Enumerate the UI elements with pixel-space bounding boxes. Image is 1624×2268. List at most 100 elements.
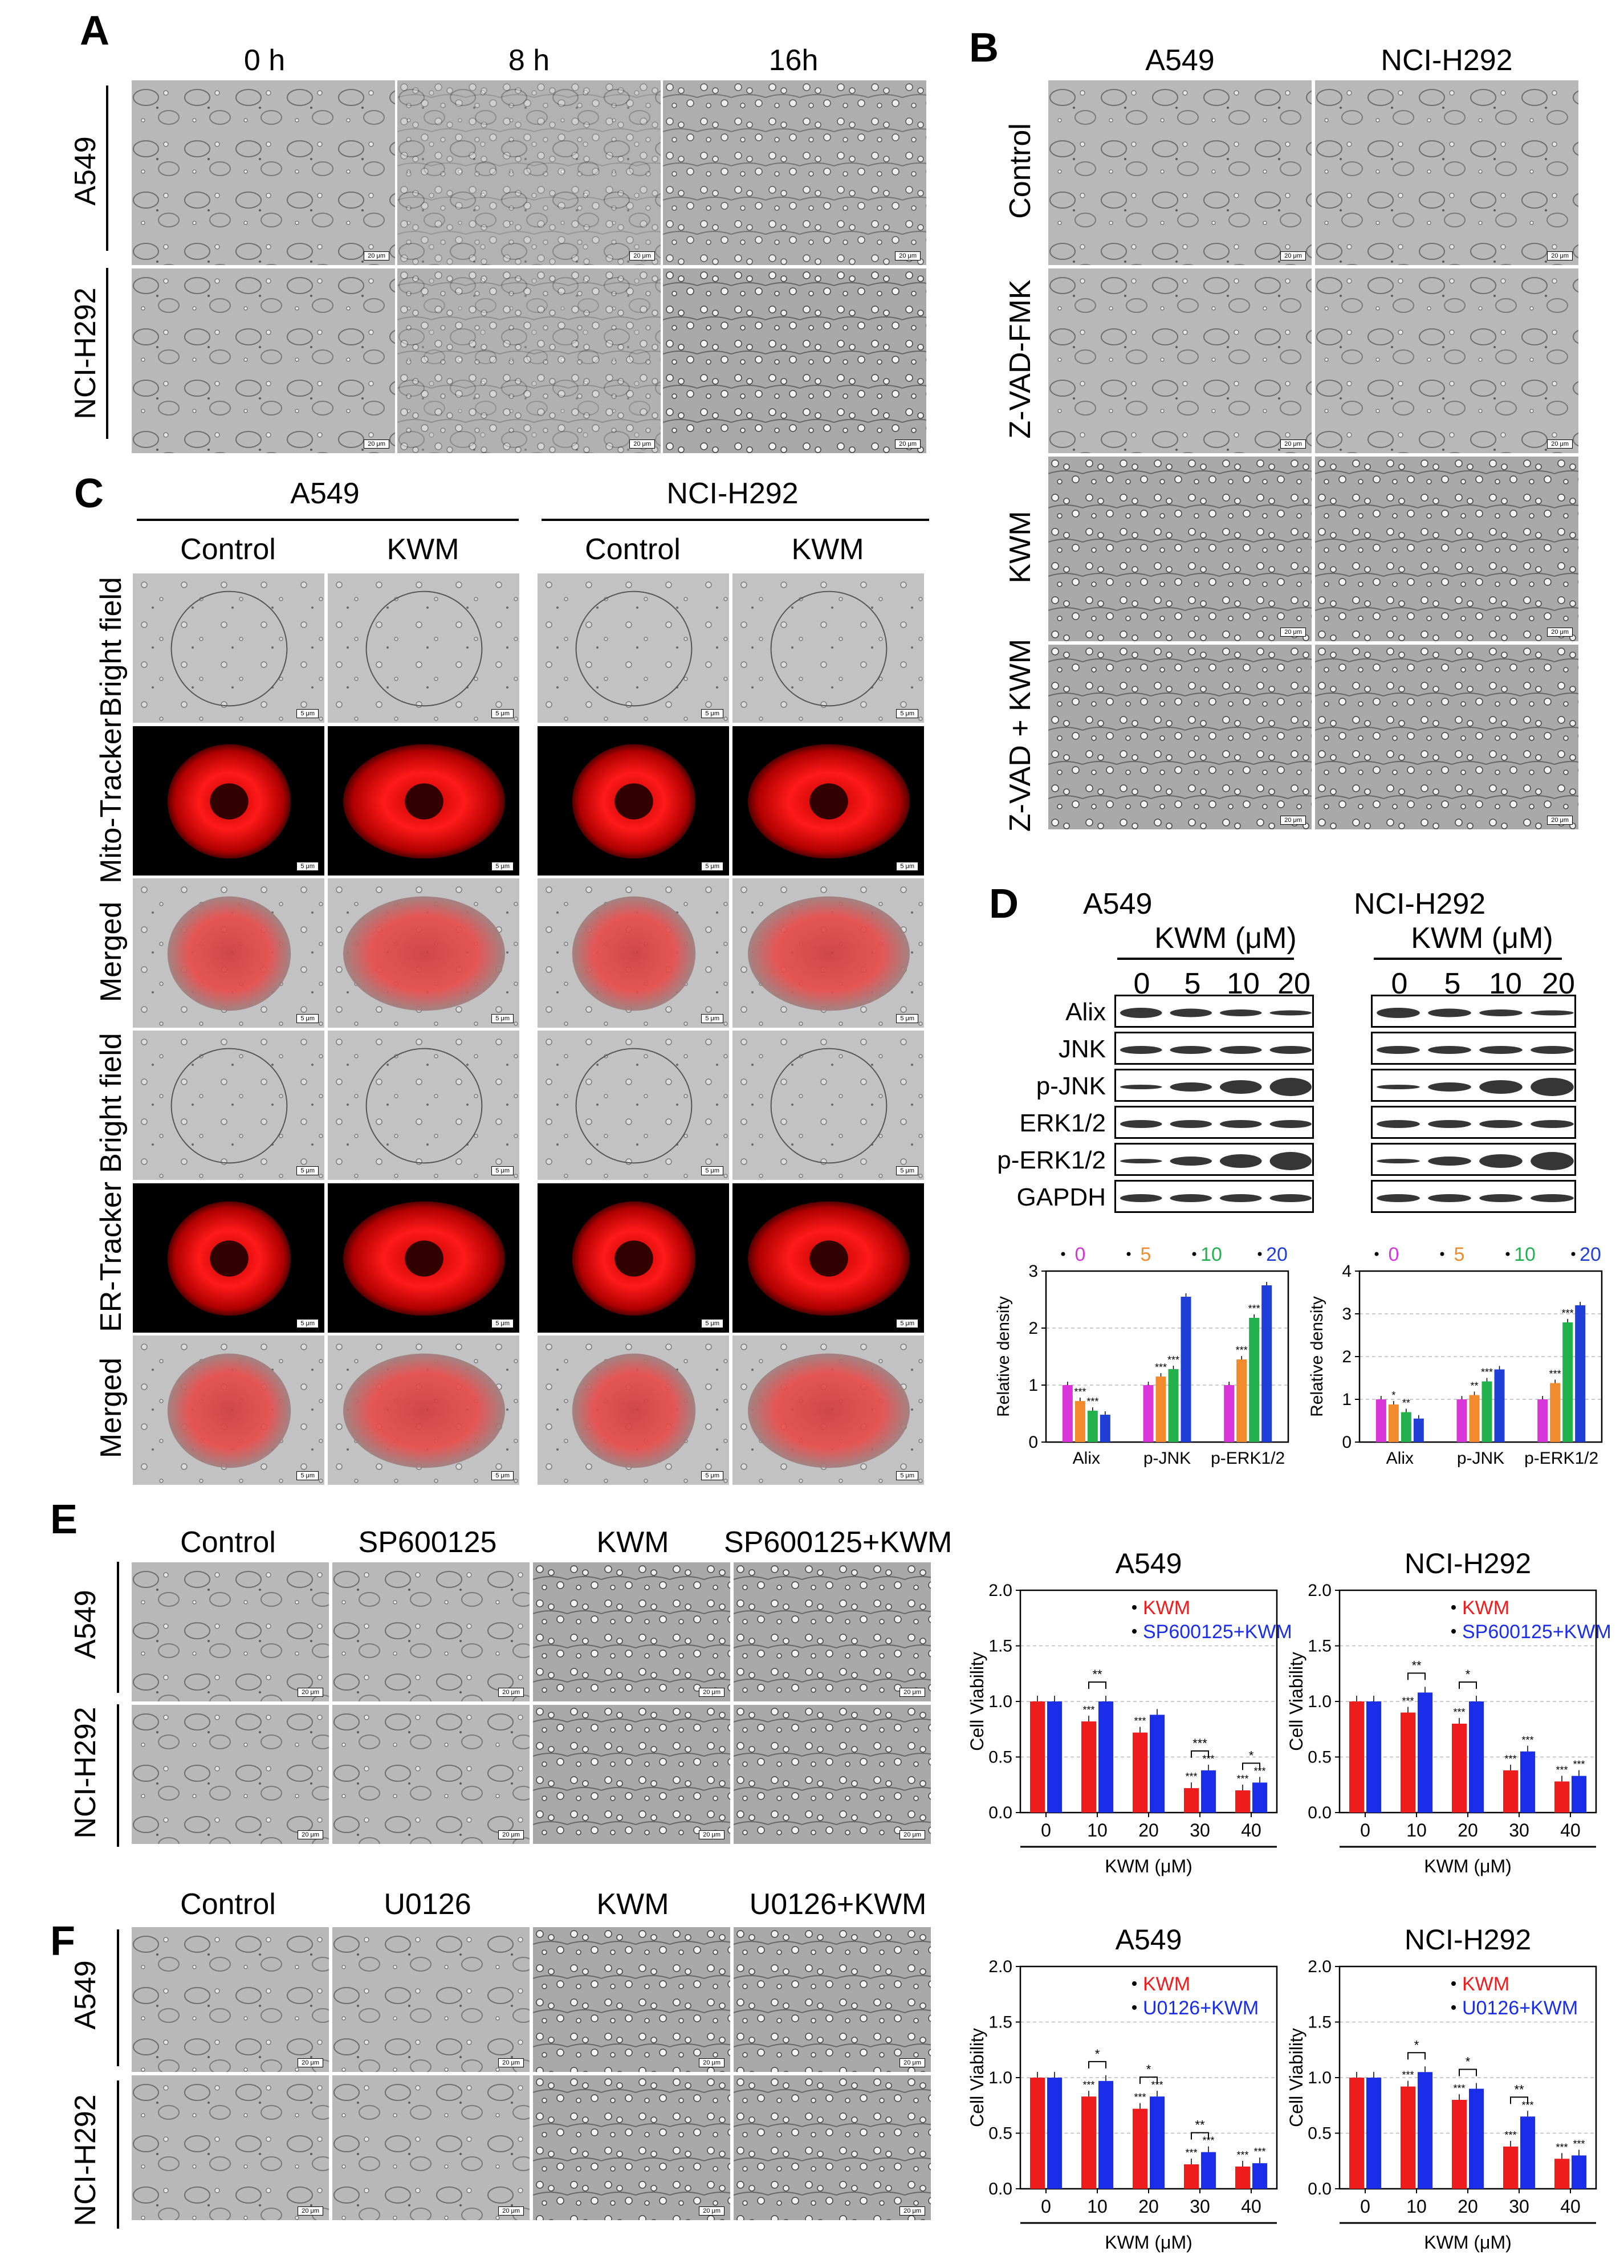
panel-c-col-kwm: KWM <box>386 533 459 566</box>
micrograph: 5 μm <box>132 1335 325 1485</box>
significance-mark: *** <box>1521 1734 1533 1746</box>
x-axis-label: KWM (μM) <box>1424 2232 1512 2253</box>
panel-c-row-merged: Merged <box>95 901 128 1003</box>
significance-mark: *** <box>1202 2135 1214 2147</box>
legend-marker <box>1451 1629 1456 1634</box>
bar <box>1030 2078 1045 2189</box>
bar <box>1562 1322 1573 1442</box>
significance-mark: *** <box>1453 2083 1465 2094</box>
x-tick-label: 40 <box>1241 2196 1261 2217</box>
significance-mark: *** <box>1167 1354 1179 1366</box>
bar <box>1098 1701 1113 1813</box>
micrograph: 20 μm <box>332 1562 530 1702</box>
panel-b-row-zvad-fmk: Z-VAD-FMK <box>1004 279 1037 439</box>
bracket-significance-mark: *** <box>1192 1736 1207 1750</box>
panel-f-row-line <box>117 1929 119 2066</box>
legend-marker <box>1126 1252 1131 1256</box>
x-tick-label: 0 <box>1360 2196 1370 2217</box>
bar <box>1184 1788 1199 1813</box>
bar <box>1349 1701 1364 1813</box>
panel-f-row-nci-h292: NCI-H292 <box>69 2094 102 2226</box>
scale-bar: 20 μm <box>1280 816 1306 825</box>
micrograph: 20 μm <box>1314 456 1579 642</box>
panel-e-row-a549: A549 <box>69 1590 102 1659</box>
scale-bar: 20 μm <box>895 251 921 260</box>
panel-c-col-kwm: KWM <box>791 533 864 566</box>
micrograph: 5 μm <box>732 1335 925 1485</box>
micrograph: 20 μm <box>733 1927 931 2072</box>
panel-a-row-nci-h292: NCI-H292 <box>69 287 102 420</box>
significance-mark: *** <box>1504 2129 1516 2141</box>
micrograph: 20 μm <box>332 2075 530 2221</box>
micrograph: 5 μm <box>132 1030 325 1180</box>
scale-bar: 5 μm <box>896 1319 918 1328</box>
bar <box>1572 2155 1586 2189</box>
dose-label: 5 <box>1184 967 1201 1000</box>
scale-bar: 5 μm <box>896 1166 918 1175</box>
micrograph: 20 μm <box>131 1704 329 1844</box>
micrograph: 5 μm <box>732 878 925 1028</box>
scale-bar: 20 μm <box>298 1830 323 1839</box>
micrograph: 20 μm <box>532 1927 731 2072</box>
significance-mark: *** <box>1573 2139 1585 2150</box>
legend-label: U0126+KWM <box>1462 1997 1578 2019</box>
bar <box>1098 2080 1113 2189</box>
micrograph: 20 μm <box>332 1704 530 1844</box>
chart-title: A549 <box>1116 1548 1182 1579</box>
bar <box>1235 1790 1250 1813</box>
bar <box>1181 1297 1191 1442</box>
bar <box>1047 1701 1062 1813</box>
bar <box>1537 1399 1548 1442</box>
micrograph: 5 μm <box>732 1030 925 1180</box>
micrograph: 5 μm <box>537 573 730 723</box>
legend-marker <box>1192 1252 1196 1256</box>
scale-bar: 20 μm <box>498 1688 524 1697</box>
bar <box>1252 2163 1267 2189</box>
scale-bar: 20 μm <box>899 1830 925 1839</box>
y-tick-label: 0.5 <box>1308 1748 1332 1767</box>
micrograph: 20 μm <box>733 1562 931 1702</box>
panel-e-col-sp600125: SP600125 <box>358 1526 497 1559</box>
bar <box>1520 2116 1535 2189</box>
dose-label: 0 <box>1391 967 1408 1000</box>
y-tick-label: 1.5 <box>1308 1637 1332 1656</box>
scale-bar: 5 μm <box>701 1471 723 1480</box>
panel-c-row-bright-field: Bright field <box>95 1033 128 1173</box>
significance-mark: *** <box>1134 1716 1146 1727</box>
y-tick-label: 0 <box>1028 1433 1038 1452</box>
panel-f-col-kwm: KWM <box>596 1888 669 1921</box>
bar <box>1261 1285 1272 1442</box>
significance-mark: *** <box>1236 1773 1248 1785</box>
panel-b-label: B <box>969 25 999 71</box>
micrograph: 5 μm <box>537 1335 730 1485</box>
legend-marker <box>1451 2005 1456 2010</box>
scale-bar: 20 μm <box>364 251 389 260</box>
scale-bar: 20 μm <box>298 2058 323 2067</box>
legend-label: 10 <box>1200 1244 1222 1265</box>
x-tick-label: 0 <box>1041 2196 1051 2217</box>
y-axis-label: Cell Viability <box>967 2028 987 2127</box>
micrograph: 20 μm <box>733 1704 931 1844</box>
plot-frame <box>1045 1270 1289 1443</box>
micrograph: 20 μm <box>733 2075 931 2221</box>
significance-mark: *** <box>1573 1759 1585 1770</box>
panel-d-group-nci-h292: NCI-H292 <box>1354 887 1486 921</box>
y-tick-label: 2 <box>1028 1319 1038 1338</box>
scale-bar: 5 μm <box>491 1319 514 1328</box>
y-tick-label: 0.5 <box>988 2124 1012 2143</box>
panel-e-row-line <box>117 1704 119 1847</box>
significance-bracket <box>1088 1681 1106 1689</box>
bar <box>1413 1418 1424 1442</box>
micrograph: 5 μm <box>132 1183 325 1333</box>
bar <box>1133 1732 1147 1813</box>
western-blot-strip <box>1114 1106 1314 1139</box>
bar <box>1388 1404 1399 1442</box>
panel-e-row-line <box>117 1562 119 1693</box>
bar <box>1249 1318 1260 1442</box>
micrograph: 5 μm <box>132 726 325 876</box>
significance-bracket <box>1459 1681 1477 1689</box>
significance-mark: *** <box>1236 1345 1248 1356</box>
bar <box>1418 1692 1432 1813</box>
panel-f-col-u0126: U0126 <box>384 1888 471 1921</box>
significance-mark: *** <box>1151 2079 1163 2091</box>
